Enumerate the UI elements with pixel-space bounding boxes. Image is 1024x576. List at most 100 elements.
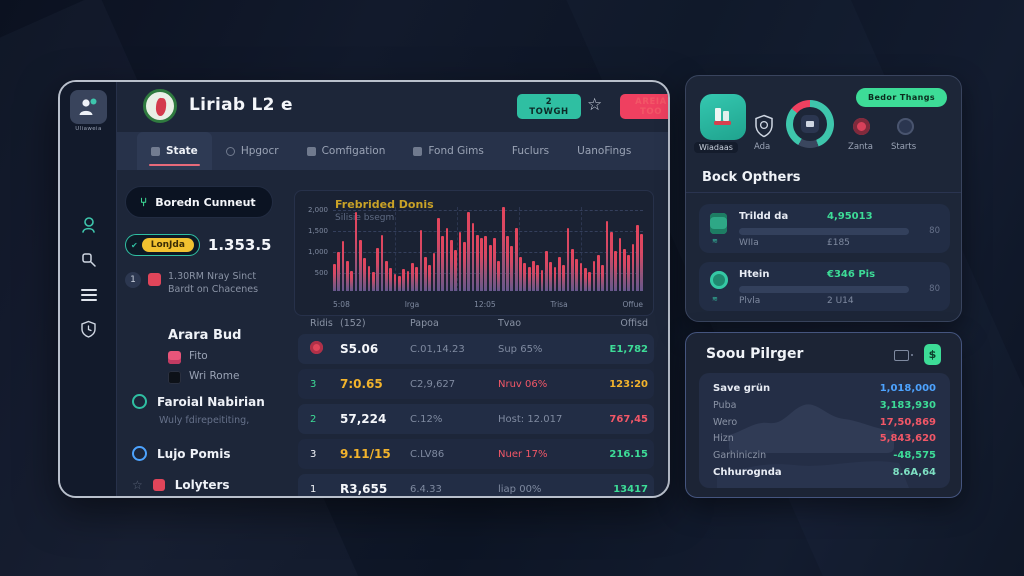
gridline-vertical [395,207,396,291]
app-logo-icon [143,89,177,123]
zanta-label: Zanta [848,142,873,152]
donut-center-icon [801,115,819,133]
chart-bar [436,217,440,291]
area-silhouette [717,404,909,488]
stat-row: Chhurognda 8.6A,64 [713,465,936,480]
x-axis-tick: Offue [622,300,643,309]
table-cell: Nruv 06% [498,378,548,390]
table-cell: 123:20 [609,378,648,390]
chart-bar [493,238,496,291]
chart-bar [635,225,639,291]
chart-bar [475,234,479,291]
bookmark-icon [151,146,160,156]
tab-label: State [166,145,198,157]
windows-app-icon[interactable] [700,94,746,140]
zanta-icon[interactable] [853,118,870,135]
battery-icon [710,213,727,234]
monitor-icon[interactable] [894,350,913,361]
window-header: Liriab L2 e 2 TOWGH ☆ AREIA TOO [117,82,668,132]
chart-bar [610,231,613,291]
chart-bar [333,264,336,291]
table-row[interactable]: 3 9.11/15 C.LV86 Nuer 17% 216.15 [298,439,654,469]
currency-icon[interactable]: $ [924,344,941,365]
table-cell: C2,9,627 [410,378,456,390]
gauge-label: Trildd da [739,211,789,222]
chart-bar [631,243,635,291]
chart-bar [571,248,574,291]
secondary-action-button[interactable]: AREIA TOO [620,94,668,119]
tab-state[interactable]: State [137,132,212,170]
chart-bar [345,260,349,291]
chart-bar [367,266,371,291]
bedor-things-button[interactable]: Bedor Thangs [855,88,947,107]
table-cell: E1,782 [609,343,648,355]
sub-icon: ≋ [712,295,718,303]
chart-bar [558,256,561,291]
chart-bar [402,269,405,291]
asset-item-fito[interactable]: Fito [168,348,208,364]
nav-item-lolyters[interactable]: ☆ Lolyters [132,478,230,492]
user-icon[interactable] [60,216,117,234]
chart-bar [419,229,423,291]
chart-bar [393,273,397,291]
chart-bar [584,268,587,291]
gridline [333,210,643,212]
numbered-list-item[interactable]: 1 1.30RM Nray Sinct Bardt on Chacenes [125,270,258,296]
tab-fond-gims[interactable]: Fond Gims [399,132,498,170]
stat-label: Wero [713,416,738,428]
column-header[interactable]: (152) [340,318,366,329]
stats-card: Save grün 1,018,000 Puba 3,183,930 Wero 17,50… [699,373,950,488]
star-icon[interactable]: ☆ [587,95,603,114]
x-axis-tick: Irga [404,300,420,309]
chart-bar [549,261,553,291]
nav-item-lujo[interactable]: Lujo Pomis [132,446,231,461]
primary-action-button[interactable]: 2 TOWGH [517,94,581,119]
chart-bar [618,238,622,291]
chart-bar [471,223,475,291]
table-row[interactable]: 1 R3,655 6.4.33 liap 00% 13417 [298,474,654,496]
shield-badge-icon[interactable] [754,114,774,142]
table-cell: 7:0.65 [340,377,383,391]
column-header[interactable]: Tvao [498,318,522,329]
chart-bar [566,227,570,291]
tab-label: UanoFings [577,145,632,157]
tab-uanofings[interactable]: UanoFings [563,132,645,170]
main-window: Uliaweia Liriab L2 e 2 TOWGH ☆ AREIA TOO… [58,80,670,498]
board-current-button[interactable]: ⑂ Boredn Cunneut [125,186,273,218]
nav-item-faroial[interactable]: Faroial Nabirian [132,394,265,409]
stat-value: 5,843,620 [879,433,936,445]
tab-hpgocr[interactable]: Hpgocr [212,132,293,170]
table-row[interactable]: S5.06 C.01,14.23 Sup 65% E1,782 [298,334,654,364]
column-header[interactable]: Papoa [410,318,439,329]
red-dot-icon [310,341,323,354]
starts-icon[interactable] [897,118,914,135]
avatar[interactable] [70,90,107,124]
tab-comfigation[interactable]: Comfigation [293,132,400,170]
chart-bar [358,240,362,291]
chart-bar [384,261,388,291]
stat-value: 3,183,930 [879,399,936,411]
asset-label: Fito [189,350,208,362]
tab-fuclurs[interactable]: Fuclurs [498,132,563,170]
y-axis-tick: 2,000 [307,206,328,215]
column-header[interactable]: Offisd [620,318,648,329]
right-bottom-panel: Soou Pilrger $ Save grün 1,018,000 Puba 3,1… [685,332,962,498]
menu-icon[interactable] [60,286,117,304]
badge-pill[interactable]: ✔ LonJda [125,234,200,256]
table-row[interactable]: 2 57,224 C.12% Host: 12.017 767,45 [298,404,654,434]
gauge-card[interactable]: ≋ Trildd da 4,95013 80 WIIa £185 [699,204,950,253]
asset-item-wri-rome[interactable]: Wri Rome [168,368,239,384]
shield-icon[interactable] [60,320,117,338]
column-header[interactable]: Ridis [310,318,333,329]
check-icon: ✔ [131,240,138,250]
gauge-card[interactable]: ≋ Htein €346 Pis 80 Plvla 2 U14 [699,262,950,311]
search-icon[interactable] [60,252,117,268]
chart-bar [514,228,518,291]
round-icon [710,271,728,289]
table-row[interactable]: 3 7:0.65 C2,9,627 Nruv 06% 123:20 [298,369,654,399]
stat-value: -48,575 [893,450,936,462]
gridline-vertical [519,207,520,291]
chart-bar [592,261,596,291]
table-cell: 767,45 [609,413,648,425]
